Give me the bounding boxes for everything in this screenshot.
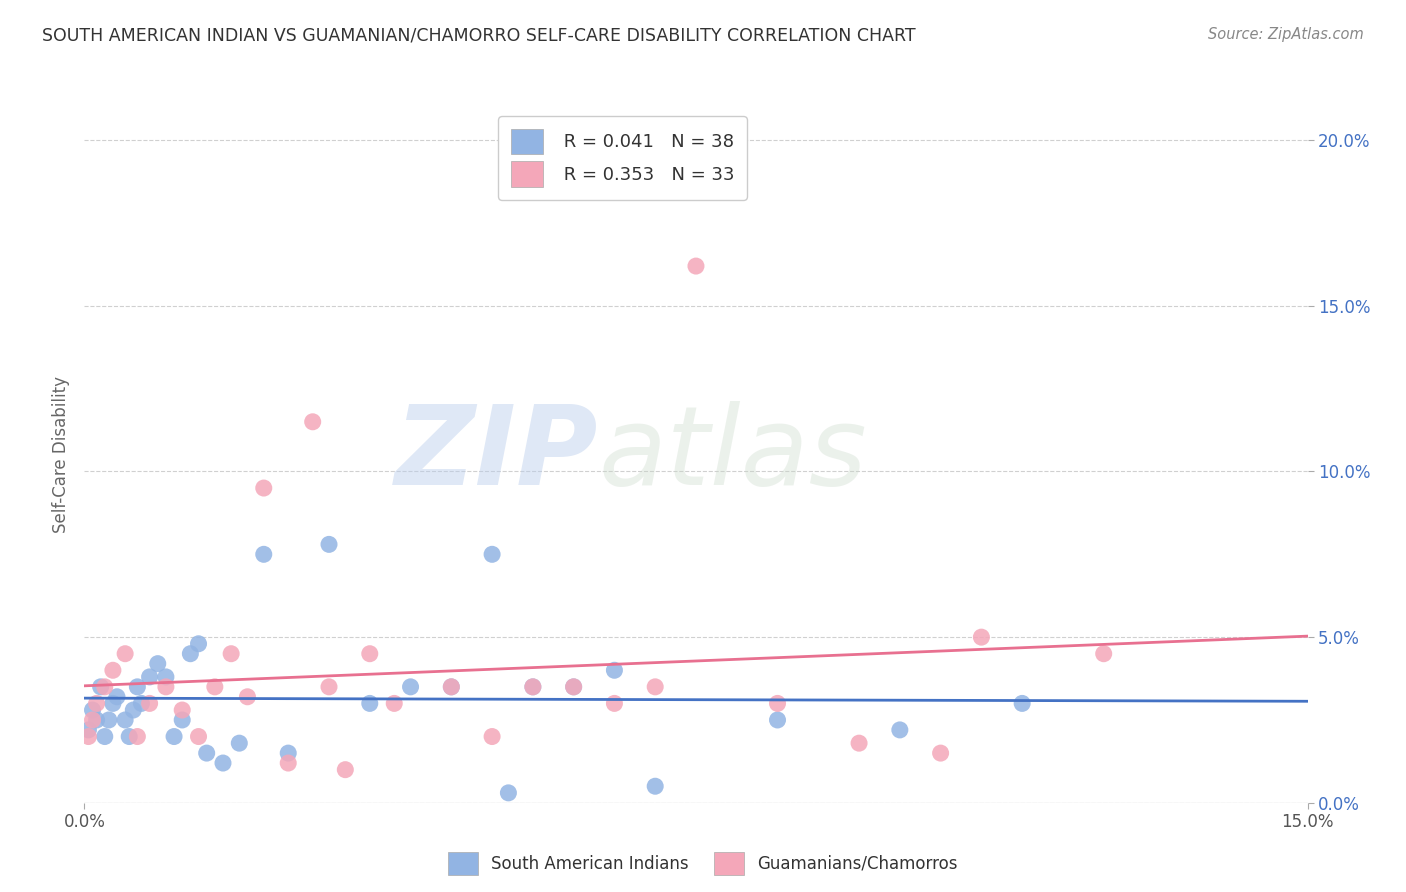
Legend: South American Indians, Guamanians/Chamorros: South American Indians, Guamanians/Chamo… [440, 844, 966, 884]
Point [382, 697, 405, 711]
Point [522, 680, 544, 694]
Point [163, 730, 186, 744]
Point [172, 713, 194, 727]
Text: Source: ZipAtlas.com: Source: ZipAtlas.com [1208, 27, 1364, 42]
Point [187, 637, 209, 651]
Point [90, 680, 112, 694]
Point [219, 647, 242, 661]
Point [644, 680, 666, 694]
Point [562, 680, 585, 694]
Point [127, 730, 149, 744]
Point [86, 697, 108, 711]
Point [236, 690, 259, 704]
Point [101, 697, 124, 711]
Point [889, 723, 911, 737]
Point [82, 703, 104, 717]
Point [603, 697, 626, 711]
Point [359, 697, 381, 711]
Point [522, 680, 544, 694]
Text: SOUTH AMERICAN INDIAN VS GUAMANIAN/CHAMORRO SELF-CARE DISABILITY CORRELATION CHA: SOUTH AMERICAN INDIAN VS GUAMANIAN/CHAMO… [42, 27, 915, 45]
Point [97, 713, 120, 727]
Point [318, 680, 340, 694]
Point [970, 630, 993, 644]
Point [146, 657, 169, 671]
Point [1092, 647, 1115, 661]
Point [253, 481, 276, 495]
Point [195, 746, 218, 760]
Point [86, 713, 108, 727]
Point [399, 680, 422, 694]
Point [138, 670, 160, 684]
Point [228, 736, 250, 750]
Text: ZIP: ZIP [395, 401, 598, 508]
Legend:  R = 0.041   N = 38,  R = 0.353   N = 33: R = 0.041 N = 38, R = 0.353 N = 33 [498, 116, 747, 200]
Point [114, 647, 136, 661]
Point [138, 697, 160, 711]
Point [318, 537, 340, 551]
Point [481, 547, 503, 561]
Point [766, 697, 789, 711]
Point [440, 680, 463, 694]
Point [644, 779, 666, 793]
Y-axis label: Self-Care Disability: Self-Care Disability [52, 376, 70, 533]
Point [301, 415, 323, 429]
Point [498, 786, 520, 800]
Point [82, 713, 104, 727]
Point [122, 703, 145, 717]
Point [603, 663, 626, 677]
Text: atlas: atlas [598, 401, 866, 508]
Point [155, 670, 177, 684]
Point [131, 697, 153, 711]
Point [253, 547, 276, 561]
Point [127, 680, 149, 694]
Point [929, 746, 952, 760]
Point [172, 703, 194, 717]
Point [118, 730, 141, 744]
Point [105, 690, 128, 704]
Point [212, 756, 235, 770]
Point [277, 746, 299, 760]
Point [77, 730, 100, 744]
Point [179, 647, 201, 661]
Point [359, 647, 381, 661]
Point [766, 713, 789, 727]
Point [562, 680, 585, 694]
Point [93, 730, 115, 744]
Point [848, 736, 870, 750]
Point [685, 259, 707, 273]
Point [440, 680, 463, 694]
Point [1011, 697, 1033, 711]
Point [93, 680, 115, 694]
Point [335, 763, 357, 777]
Point [277, 756, 299, 770]
Point [187, 730, 209, 744]
Point [204, 680, 226, 694]
Point [481, 730, 503, 744]
Point [114, 713, 136, 727]
Point [155, 680, 177, 694]
Point [77, 723, 100, 737]
Point [101, 663, 124, 677]
